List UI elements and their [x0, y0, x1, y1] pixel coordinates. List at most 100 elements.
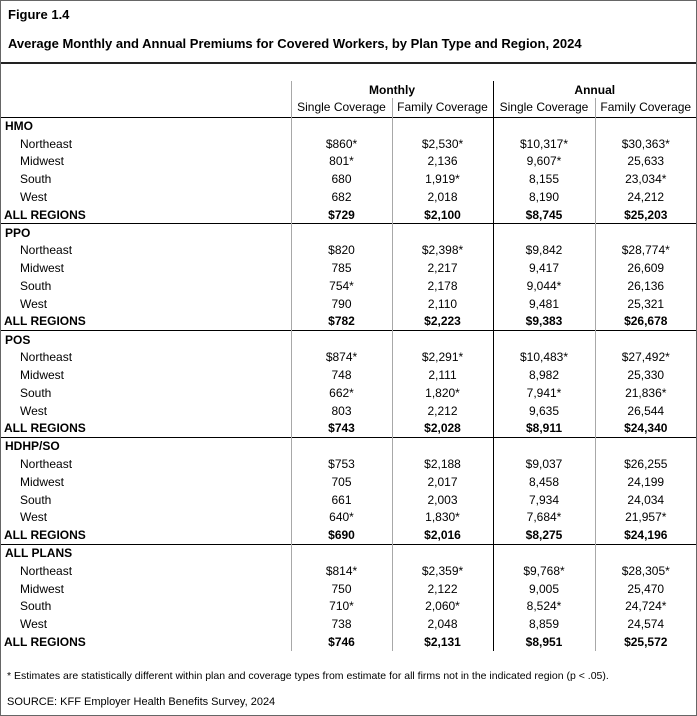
empty-cell: [392, 330, 494, 349]
region-row: Midwest 750 2,122 9,005 25,470: [1, 579, 696, 598]
premium-value: $8,745: [493, 205, 596, 224]
premium-value: 21,836*: [625, 385, 667, 400]
column-header-monthly-family: Family Coverage: [392, 98, 494, 117]
premium-value: 2,111: [392, 366, 494, 384]
region-label: Northeast: [1, 455, 292, 473]
empty-cell: [493, 330, 596, 349]
region-row: Northeast $860* $2,530* $10,317* $30,363*: [1, 134, 696, 153]
empty-cell: [595, 116, 696, 135]
premium-value: 9,607*: [493, 152, 596, 171]
empty-cell: [493, 116, 596, 135]
premium-value: 750: [291, 579, 393, 598]
figure-title: Average Monthly and Annual Premiums for …: [8, 36, 582, 51]
region-label: West: [1, 508, 292, 527]
region-label: West: [1, 401, 292, 420]
empty-cell: [493, 223, 596, 242]
region-row: Northeast $820 $2,398* $9,842 $28,774*: [1, 241, 696, 260]
plan-type-label: HDHP/SO: [1, 436, 292, 456]
premium-value: 2,018: [392, 188, 494, 206]
premium-value: 662*: [291, 383, 393, 402]
region-label: South: [1, 277, 292, 295]
region-label: Midwest: [1, 152, 292, 171]
premium-value: 680: [291, 170, 393, 189]
premium-value: $27,492*: [621, 350, 670, 365]
premium-value: $820: [291, 241, 393, 260]
premium-value: $2,530*: [392, 134, 494, 153]
region-row: West 790 2,110 9,481 25,321: [1, 294, 696, 313]
premium-value: 790: [291, 294, 393, 313]
premium-value: $753: [291, 455, 393, 473]
premium-value: 8,190: [493, 188, 596, 206]
empty-cell: [291, 330, 393, 349]
footnote: * Estimates are statistically different …: [7, 669, 609, 682]
region-row: Northeast $814* $2,359* $9,768* $28,305*: [1, 561, 696, 580]
premium-value: $2,291*: [392, 348, 494, 367]
region-row: Northeast $753 $2,188 $9,037 $26,255: [1, 455, 696, 473]
region-label: Northeast: [1, 241, 292, 260]
region-label: Northeast: [1, 348, 292, 367]
empty-cell: [291, 436, 393, 456]
premium-value: 682: [291, 188, 393, 206]
region-label: West: [1, 615, 292, 634]
plan-header-row: HDHP/SO: [1, 436, 696, 456]
region-row: West 738 2,048 8,859 24,574: [1, 615, 696, 634]
premium-value: 25,470: [627, 581, 665, 596]
corner-cell: [1, 81, 292, 117]
empty-cell: [392, 436, 494, 456]
region-row: West 682 2,018 8,190 24,212: [1, 188, 696, 206]
premium-value: $30,363*: [621, 136, 670, 151]
region-row: Midwest 785 2,217 9,417 26,609: [1, 259, 696, 278]
plan-header-row: ALL PLANS: [1, 543, 696, 562]
premium-value: $746: [291, 633, 393, 651]
premium-value: 26,544: [627, 403, 665, 418]
premium-value: 785: [291, 259, 393, 278]
premium-value: 738: [291, 615, 393, 634]
premium-value: $8,911: [493, 419, 596, 438]
premium-value: $2,100: [392, 205, 494, 224]
region-label: Midwest: [1, 366, 292, 384]
premium-value: $9,768*: [493, 561, 596, 580]
column-header-row: Single Coverage Family Coverage Single C…: [1, 98, 696, 117]
premium-value: 8,859: [493, 615, 596, 634]
premium-value: 2,178: [392, 277, 494, 295]
region-label: South: [1, 597, 292, 616]
region-label: West: [1, 188, 292, 206]
empty-cell: [595, 330, 696, 349]
plan-type-label: PPO: [1, 223, 292, 242]
premium-value: $28,774*: [621, 243, 670, 258]
region-label: Midwest: [1, 259, 292, 278]
figure-number: Figure 1.4: [8, 7, 70, 22]
empty-cell: [291, 223, 393, 242]
premium-value: 26,609: [627, 261, 665, 276]
all-regions-row: ALL REGIONS $743 $2,028 $8,911 $24,340: [1, 419, 696, 438]
premiums-table: Monthly Annual Single Coverage Family Co…: [1, 81, 696, 651]
premium-value: 8,982: [493, 366, 596, 384]
column-group-header-row: Monthly Annual: [1, 81, 696, 117]
all-regions-row: ALL REGIONS $729 $2,100 $8,745 $25,203: [1, 205, 696, 224]
plan-header-row: POS: [1, 330, 696, 349]
premium-value: $24,196: [624, 527, 668, 542]
plan-header-row: HMO: [1, 116, 696, 135]
premium-value: 9,635: [493, 401, 596, 420]
premium-value: 24,199: [627, 474, 665, 489]
region-row: Midwest 748 2,111 8,982 25,330: [1, 366, 696, 384]
premium-value: 640*: [291, 508, 393, 527]
premium-value: 24,574: [627, 617, 665, 632]
region-row: Midwest 801* 2,136 9,607* 25,633: [1, 152, 696, 171]
premium-value: $2,188: [392, 455, 494, 473]
premium-value: $782: [291, 312, 393, 331]
premium-value: 24,724*: [625, 599, 667, 614]
premium-value: $25,203: [624, 207, 668, 222]
premium-value: 2,017: [392, 472, 494, 491]
all-regions-label: ALL REGIONS: [1, 526, 292, 545]
region-label: South: [1, 490, 292, 509]
premium-value: $26,255: [624, 457, 668, 472]
plan-header-row: PPO: [1, 223, 696, 242]
premium-value: 25,330: [627, 368, 665, 383]
premium-value: $24,340: [624, 421, 668, 436]
all-regions-row: ALL REGIONS $746 $2,131 $8,951 $25,572: [1, 633, 696, 651]
region-row: South 680 1,919* 8,155 23,034*: [1, 170, 696, 189]
premium-value: 21,957*: [625, 510, 667, 525]
premium-value: 24,034: [627, 492, 665, 507]
